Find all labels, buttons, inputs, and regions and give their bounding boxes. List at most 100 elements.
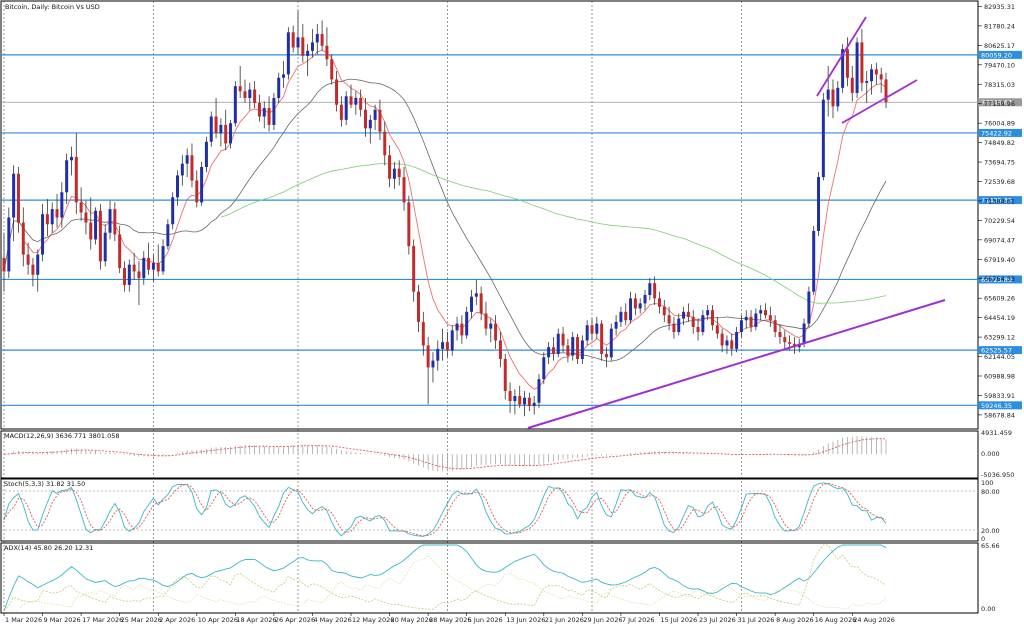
bull-candle-body: [585, 325, 589, 341]
price-tick-label: 72539.68: [984, 178, 1015, 186]
bull-candle-body: [142, 257, 146, 279]
bull-candle-body: [180, 163, 184, 176]
bear-candle-body: [783, 337, 787, 343]
bull-candle-body: [841, 49, 845, 88]
date-tick-label: 9 Mar 2026: [44, 616, 81, 624]
bull-candle-body: [609, 328, 613, 358]
bull-candle-body: [725, 340, 729, 346]
bull-candle-body: [556, 333, 560, 354]
bull-candle-body: [759, 310, 763, 314]
bear-candle-body: [16, 173, 20, 223]
bear-candle-body: [79, 202, 83, 213]
bull-candle-body: [315, 33, 319, 43]
price-tick-label: 78315.03: [984, 81, 1015, 89]
bull-candle-body: [836, 87, 840, 107]
stoch-axis-100: 100: [981, 479, 993, 487]
bull-candle-body: [368, 119, 372, 129]
bear-candle-body: [421, 321, 425, 346]
bear-candle-body: [590, 325, 594, 334]
bull-candle-body: [12, 173, 16, 218]
price-tick-label: 64454.19: [984, 314, 1015, 322]
bear-candle-body: [147, 257, 151, 270]
level-price-tag: [978, 346, 1022, 355]
bear-candle-body: [494, 323, 498, 341]
bear-candle-body: [74, 156, 78, 203]
bull-candle-body: [229, 123, 233, 144]
bear-candle-body: [874, 69, 878, 75]
bear-candle-body: [576, 337, 580, 359]
bear-candle-body: [320, 33, 324, 46]
bear-candle-body: [214, 116, 218, 134]
bear-candle-body: [407, 202, 411, 247]
bear-candle-body: [445, 342, 449, 351]
bull-candle-body: [69, 156, 73, 161]
bear-candle-body: [696, 326, 700, 333]
bull-candle-body: [373, 109, 377, 120]
bull-candle-body: [470, 296, 474, 312]
bull-candle-body: [571, 337, 575, 356]
bear-candle-body: [118, 234, 122, 269]
price-tick-label: 62144.05: [984, 353, 1015, 361]
date-tick-label: 21 Jun 2026: [545, 616, 584, 624]
date-tick-label: 23 Jul 2026: [699, 616, 736, 624]
bear-candle-body: [460, 323, 464, 336]
macd-title: MACD(12,26,9) 3636.771 3801.058: [4, 432, 120, 440]
trendline-upper-wedge: [816, 16, 867, 97]
adx-axis-top: 65.66: [981, 542, 1000, 550]
bear-candle-body: [2, 257, 6, 272]
bear-candle-body: [402, 177, 406, 203]
level-price-label: 75422.92: [981, 129, 1012, 137]
bear-candle-body: [363, 109, 367, 129]
bear-candle-body: [551, 347, 555, 354]
bull-candle-body: [36, 254, 40, 275]
price-tick-label: 63299.12: [984, 334, 1015, 342]
date-tick-label: 26 Apr 2026: [275, 616, 315, 624]
level-price-tag: [978, 128, 1022, 137]
macd-histogram: [8, 436, 887, 472]
adx-frame: [0, 542, 979, 614]
bear-candle-body: [89, 222, 93, 240]
date-tick-label: 29 Jun 2026: [583, 616, 622, 624]
bull-candle-body: [489, 323, 493, 329]
date-tick-label: 5 Jun 2026: [468, 616, 503, 624]
bull-candle-body: [701, 315, 705, 333]
bear-candle-body: [416, 291, 420, 322]
macd-axis-zero: 0.000: [981, 450, 1000, 458]
bear-candle-body: [778, 332, 782, 338]
bull-candle-body: [204, 141, 208, 168]
bear-candle-body: [388, 155, 392, 179]
bull-candle-body: [542, 357, 546, 380]
price-tick-label: 65609.26: [984, 295, 1015, 303]
bear-candle-body: [55, 209, 59, 218]
bull-candle-body: [176, 175, 180, 198]
bear-candle-body: [190, 155, 194, 181]
macd-signal-line: [3, 438, 887, 470]
date-tick-label: 4 May 2026: [313, 616, 351, 624]
price-tick-label: 66764.33: [984, 275, 1015, 283]
bear-candle-body: [884, 79, 888, 103]
bull-candle-body: [108, 209, 112, 233]
bear-candle-body: [710, 310, 714, 326]
bull-candle-body: [166, 224, 170, 247]
bear-candle-body: [715, 325, 719, 334]
price-tick-label: 81780.24: [984, 22, 1015, 30]
bull-candle-body: [171, 197, 175, 225]
bull-candle-body: [161, 246, 165, 272]
bear-candle-body: [503, 358, 507, 391]
bear-candle-body: [484, 313, 488, 329]
price-axis: 82935.31 81780.24 80625.17 79470.10 78315.03…: [978, 3, 1015, 419]
bear-candle-body: [653, 283, 657, 299]
bear-candle-body: [788, 342, 792, 344]
stoch-axis-20: 20.00: [981, 527, 1000, 535]
price-pane: 80059.20 75422.92 71435.35 66723.89 62525.57…: [0, 0, 1022, 613]
moving-average-slow: [220, 163, 887, 304]
trendline-lower-long: [527, 299, 946, 429]
bear-candle-body: [45, 214, 49, 225]
bull-candle-body: [151, 262, 155, 270]
date-tick-label: 28 May 2026: [429, 616, 471, 624]
bull-candle-body: [200, 167, 204, 203]
bull-candle-body: [41, 214, 45, 255]
adx-plus-di-line: [3, 544, 887, 612]
bull-candle-body: [262, 108, 266, 117]
